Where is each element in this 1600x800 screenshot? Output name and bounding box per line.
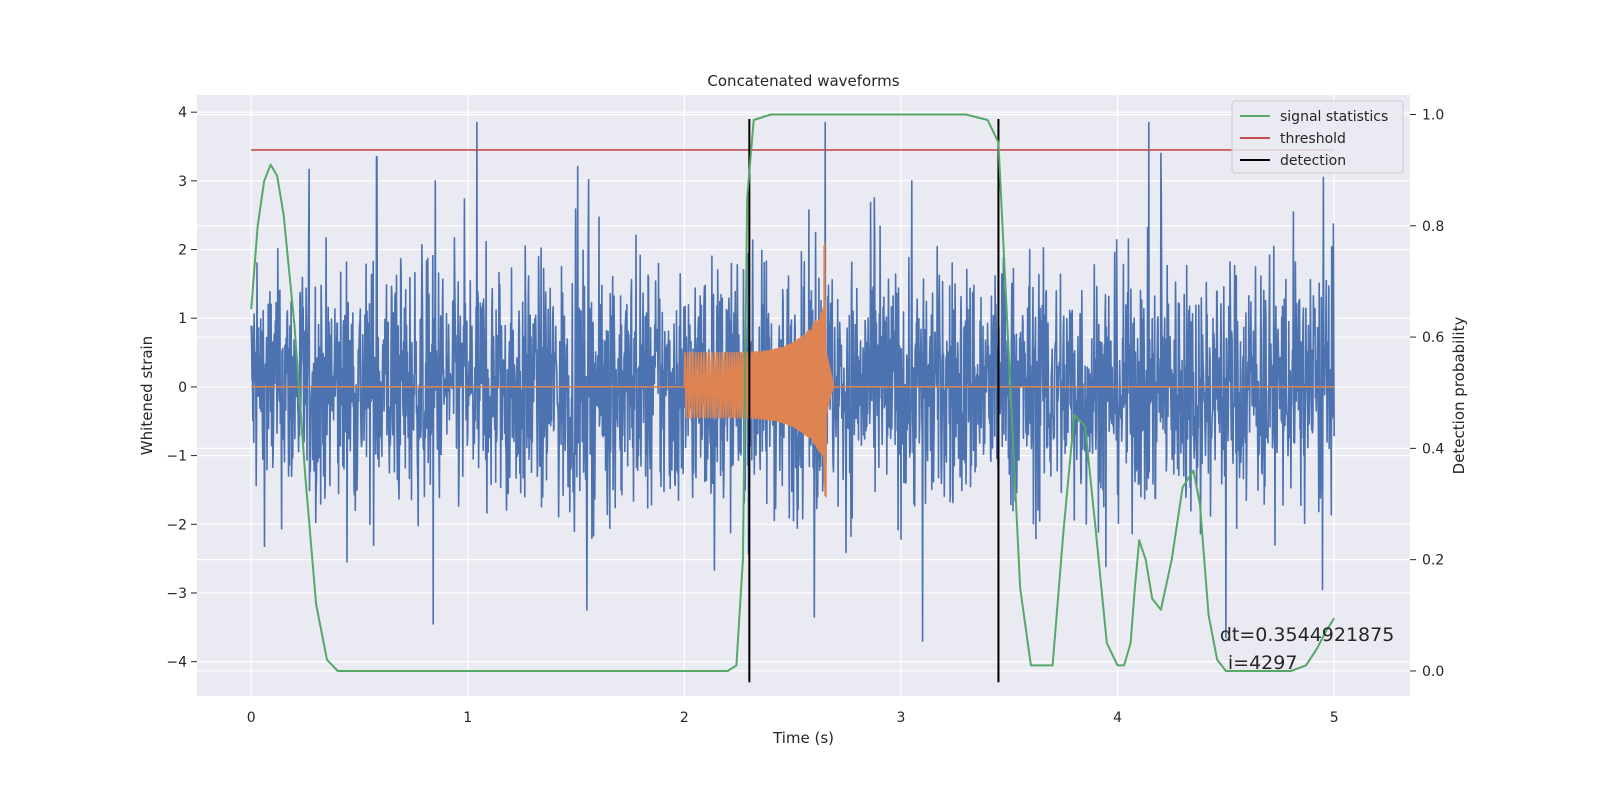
x-tick-label: 4 [1113,710,1122,726]
y2-tick-label: 0.6 [1422,330,1444,346]
x-tick-label: 1 [463,710,472,726]
y2-tick-label: 0.2 [1422,553,1444,569]
x-tick-label: 5 [1330,710,1339,726]
x-tick-label: 3 [897,710,906,726]
y-tick-label: −3 [166,586,187,602]
chart-title: Concatenated waveforms [707,72,899,90]
annotation-index: i=4297 [1228,652,1298,674]
y-tick-label: 0 [178,380,187,396]
y2-tick-label: 0.8 [1422,219,1444,235]
series-layer [250,113,1336,683]
x-axis-label: Time (s) [772,729,834,747]
y2-tick-label: 1.0 [1422,107,1444,123]
series-chirp [251,241,1335,498]
left-axis-ticks: −4 −3 −2 −1 0 1 2 3 4 [166,105,197,671]
legend: signal statistics threshold detection [1231,100,1404,174]
y-tick-label: 1 [178,311,187,327]
y-axis-label: Whitened strain [138,336,156,455]
x-tick-label: 0 [247,710,256,726]
bottom-axis-ticks: 0 1 2 3 4 5 [247,710,1339,726]
legend-box [1231,100,1404,174]
right-axis-ticks: 0.0 0.2 0.4 0.6 0.8 1.0 [1410,107,1444,680]
y-tick-label: −1 [166,449,187,465]
legend-label-threshold: threshold [1280,131,1346,147]
y-tick-label: 2 [178,243,187,259]
y-tick-label: −4 [166,655,187,671]
legend-label-detection: detection [1280,153,1346,169]
y2-tick-label: 0.4 [1422,441,1444,457]
y-tick-label: −2 [166,517,187,533]
legend-label-signal-statistics: signal statistics [1280,109,1388,125]
x-tick-label: 2 [680,710,689,726]
series-signal-statistics [250,113,1336,672]
y2-tick-label: 0.0 [1422,664,1444,680]
annotation-dt: dt=0.3544921875 [1220,624,1394,646]
y-tick-label: 3 [178,174,187,190]
dt-annotation: dt=0.3544921875 i=4297 [1220,624,1394,674]
right-y-axis-label: Detection probability [1450,317,1468,475]
y-tick-label: 4 [178,105,187,121]
